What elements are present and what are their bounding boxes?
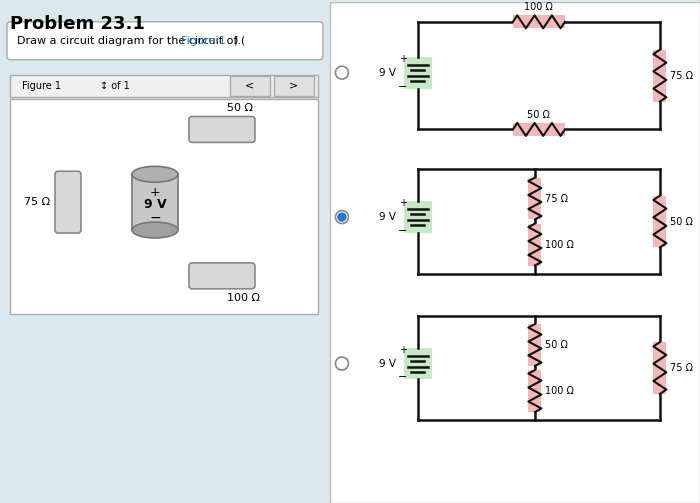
- FancyBboxPatch shape: [10, 99, 318, 314]
- FancyBboxPatch shape: [55, 171, 81, 233]
- FancyBboxPatch shape: [653, 50, 666, 102]
- FancyBboxPatch shape: [230, 75, 270, 96]
- FancyBboxPatch shape: [528, 370, 541, 412]
- FancyBboxPatch shape: [653, 342, 666, 394]
- FancyBboxPatch shape: [513, 16, 565, 28]
- Text: Draw a circuit diagram for the circuit of (: Draw a circuit diagram for the circuit o…: [17, 36, 245, 46]
- Text: +: +: [399, 54, 407, 64]
- Text: 9 V: 9 V: [379, 359, 396, 369]
- Text: 50 Ω: 50 Ω: [545, 340, 568, 350]
- Text: 9 V: 9 V: [379, 67, 396, 77]
- Text: >: >: [289, 80, 299, 91]
- FancyBboxPatch shape: [330, 2, 700, 503]
- Text: 75 Ω: 75 Ω: [545, 194, 568, 204]
- Text: 75 Ω: 75 Ω: [24, 197, 50, 207]
- Circle shape: [335, 357, 349, 370]
- FancyBboxPatch shape: [189, 263, 255, 289]
- Ellipse shape: [132, 166, 178, 182]
- FancyBboxPatch shape: [132, 174, 178, 230]
- Text: 100 Ω: 100 Ω: [545, 386, 574, 396]
- FancyBboxPatch shape: [274, 75, 314, 96]
- Text: Problem 23.1: Problem 23.1: [10, 15, 145, 33]
- FancyBboxPatch shape: [7, 22, 323, 60]
- Text: ).: ).: [233, 36, 241, 46]
- Text: −: −: [398, 226, 407, 236]
- Text: 75 Ω: 75 Ω: [671, 70, 694, 80]
- Text: 9 V: 9 V: [144, 198, 167, 211]
- Text: 9 V: 9 V: [379, 212, 396, 222]
- FancyBboxPatch shape: [189, 117, 255, 142]
- FancyBboxPatch shape: [528, 224, 541, 266]
- Text: <: <: [245, 80, 255, 91]
- Text: 100 Ω: 100 Ω: [545, 239, 574, 249]
- Text: −: −: [398, 81, 407, 92]
- Text: 50 Ω: 50 Ω: [671, 217, 693, 226]
- FancyBboxPatch shape: [404, 201, 432, 233]
- FancyBboxPatch shape: [528, 324, 541, 366]
- Text: +: +: [399, 345, 407, 355]
- Text: Figure 1: Figure 1: [22, 80, 61, 91]
- Text: +: +: [150, 186, 160, 199]
- Text: Figure 1: Figure 1: [181, 36, 225, 46]
- FancyBboxPatch shape: [528, 178, 541, 219]
- Circle shape: [338, 213, 346, 221]
- Text: 50 Ω: 50 Ω: [227, 103, 253, 113]
- Text: +: +: [399, 198, 407, 208]
- Text: 100 Ω: 100 Ω: [227, 293, 260, 303]
- Text: 100 Ω: 100 Ω: [524, 3, 553, 13]
- FancyBboxPatch shape: [0, 2, 330, 503]
- Circle shape: [335, 211, 349, 223]
- FancyBboxPatch shape: [404, 57, 432, 89]
- Ellipse shape: [132, 222, 178, 238]
- FancyBboxPatch shape: [653, 196, 666, 247]
- FancyBboxPatch shape: [513, 123, 565, 136]
- Text: 75 Ω: 75 Ω: [671, 363, 694, 373]
- Text: 50 Ω: 50 Ω: [528, 110, 550, 120]
- FancyBboxPatch shape: [404, 348, 432, 379]
- Text: −: −: [398, 373, 407, 382]
- FancyBboxPatch shape: [10, 74, 318, 97]
- Circle shape: [335, 66, 349, 79]
- Text: ↕ of 1: ↕ of 1: [100, 80, 130, 91]
- Text: −: −: [149, 211, 161, 225]
